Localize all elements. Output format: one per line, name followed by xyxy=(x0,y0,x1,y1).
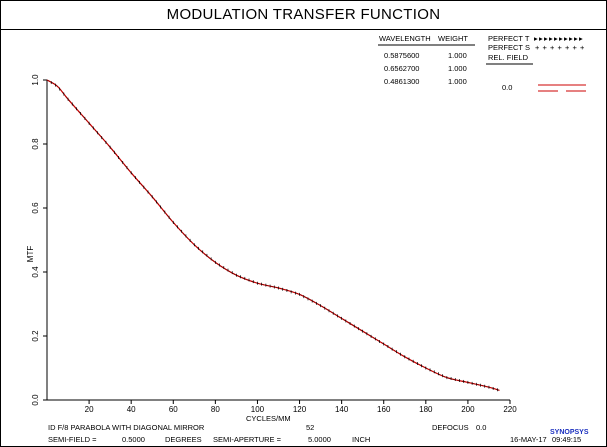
legend-wavelength-3: 0.4861300 xyxy=(384,77,419,86)
legend-marker: ▸ xyxy=(544,34,548,43)
legend-marker: + xyxy=(558,43,563,52)
y-tick-label: 0.4 xyxy=(31,266,40,278)
x-tick-label: 100 xyxy=(251,405,265,414)
time-label: 09:49:15 xyxy=(552,435,581,444)
y-tick-label: 0.2 xyxy=(31,330,40,342)
perfect-t-marker-line: ▸ ▸ ▸ ▸ ▸ ▸ ▸ ▸ ▸ ▸ xyxy=(534,34,583,43)
legend-marker: ▸ xyxy=(574,34,578,43)
x-axis-label: CYCLES/MM xyxy=(246,414,291,423)
defocus-value: 0.0 xyxy=(476,423,486,432)
degrees-label: DEGREES xyxy=(165,435,202,444)
legend-marker: + xyxy=(550,43,555,52)
x-tick-label: 180 xyxy=(419,405,433,414)
legend-marker: ▸ xyxy=(569,34,573,43)
synopsys-logo: SYNOPSYS xyxy=(550,429,589,436)
x-tick-label: 60 xyxy=(169,405,178,414)
legend-weight-3: 1.000 xyxy=(448,77,467,86)
x-tick-group: 20 40 60 80 100 120 140 160 180 200 220 xyxy=(85,400,517,414)
legend-marker: ▸ xyxy=(554,34,558,43)
y-tick-label: 0.6 xyxy=(31,202,40,214)
lens-description: ID F/8 PARABOLA WITH DIAGONAL MIRROR xyxy=(48,423,205,432)
legend-marker: ▸ xyxy=(549,34,553,43)
x-tick-label: 220 xyxy=(503,405,517,414)
title-bar: MODULATION TRANSFER FUNCTION xyxy=(1,1,606,30)
x-tick-label: 160 xyxy=(377,405,391,414)
mtf-sagittal-curve xyxy=(46,79,500,391)
legend-marker: + xyxy=(543,43,548,52)
perfect-s-marker-line: + + + + + + + xyxy=(535,43,585,52)
semi-field-label: SEMI-FIELD = xyxy=(48,435,97,444)
legend-wavelength-header: WAVELENGTH xyxy=(379,34,431,43)
legend-weight-1: 1.000 xyxy=(448,51,467,60)
legend-marker: ▸ xyxy=(559,34,563,43)
legend-wavelength-2: 0.6562700 xyxy=(384,64,419,73)
y-axis-label: MTF xyxy=(26,246,35,263)
legend-weight-2: 1.000 xyxy=(448,64,467,73)
y-tick-label: 1.0 xyxy=(31,74,40,86)
y-tick-label: 0.0 xyxy=(31,394,40,406)
defocus-label: DEFOCUS xyxy=(432,423,469,432)
mtf-tangential-curve xyxy=(46,79,500,391)
legend-marker: ▸ xyxy=(534,34,538,43)
legend-wavelength-1: 0.5875600 xyxy=(384,51,419,60)
semi-aperture-label: SEMI-APERTURE = xyxy=(213,435,282,444)
legend-marker: + xyxy=(535,43,540,52)
legend-rel-field: REL. FIELD xyxy=(488,53,529,62)
legend-marker: + xyxy=(565,43,570,52)
x-tick-label: 20 xyxy=(85,405,94,414)
date-label: 16-MAY-17 xyxy=(510,435,547,444)
semi-field-value: 0.5000 xyxy=(122,435,145,444)
legend-perfect-s: PERFECT S xyxy=(488,43,530,52)
x-tick-marker-label: 52 xyxy=(306,423,314,432)
y-tick-group: 0.0 0.2 0.4 0.6 0.8 1.0 xyxy=(31,74,47,406)
x-tick-label: 140 xyxy=(335,405,349,414)
x-tick-label: 120 xyxy=(293,405,307,414)
legend-marker: + xyxy=(580,43,585,52)
inch-label: INCH xyxy=(352,435,370,444)
semi-aperture-value: 5.0000 xyxy=(308,435,331,444)
x-tick-label: 200 xyxy=(461,405,475,414)
chart-title: MODULATION TRANSFER FUNCTION xyxy=(166,6,441,23)
legend-field-value: 0.0 xyxy=(502,83,512,92)
x-tick-label: 40 xyxy=(127,405,136,414)
legend-weight-header: WEIGHT xyxy=(438,34,468,43)
legend-marker: ▸ xyxy=(564,34,568,43)
legend-marker: ▸ xyxy=(579,34,583,43)
legend-marker: + xyxy=(573,43,578,52)
legend-perfect-t: PERFECT T xyxy=(488,34,530,43)
y-tick-label: 0.8 xyxy=(31,138,40,150)
x-tick-label: 80 xyxy=(211,405,220,414)
legend-marker: ▸ xyxy=(539,34,543,43)
mtf-curve-markers xyxy=(50,81,498,392)
